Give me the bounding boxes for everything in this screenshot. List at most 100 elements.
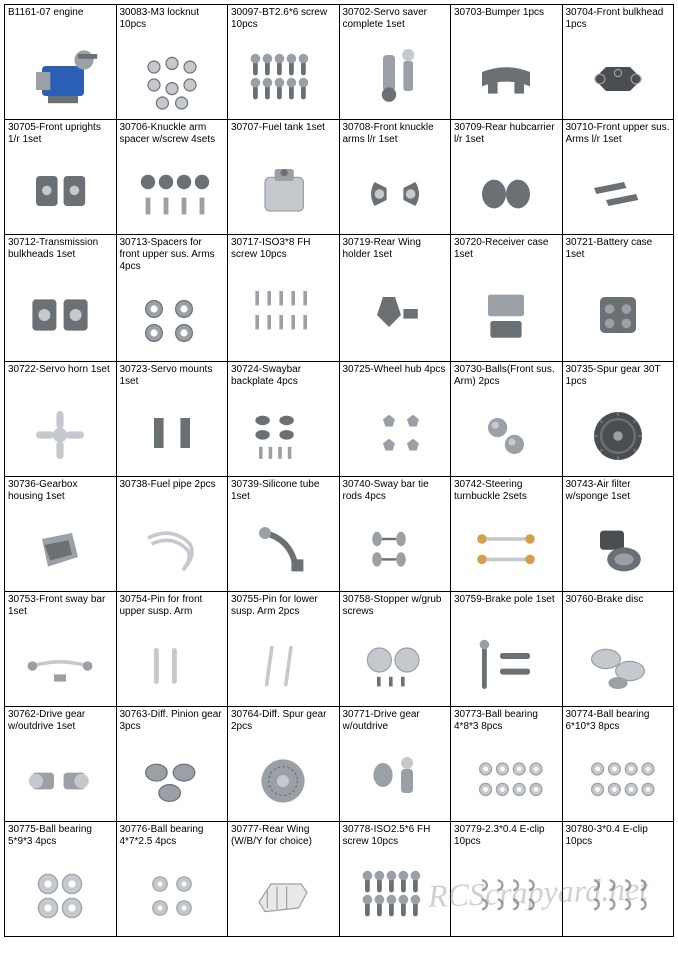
part-cell: 30708-Front knuckle arms l/r 1set <box>340 120 452 235</box>
part-image <box>228 263 339 361</box>
part-image <box>563 735 674 821</box>
part-image <box>563 33 674 119</box>
part-label: 30720-Receiver case 1set <box>451 235 562 263</box>
part-label: 30759-Brake pole 1set <box>451 592 562 618</box>
part-image <box>228 735 339 821</box>
part-image <box>5 31 116 119</box>
part-label: 30719-Rear Wing holder 1set <box>340 235 451 263</box>
part-label: B1161-07 engine <box>5 5 116 31</box>
part-image <box>340 263 451 361</box>
part-label: 30705-Front uprights 1/r 1set <box>5 120 116 148</box>
part-label: 30722-Servo horn 1set <box>5 362 116 388</box>
part-cell: 30762-Drive gear w/outdrive 1set <box>5 707 117 822</box>
part-image <box>451 148 562 234</box>
part-cell: 30779-2.3*0.4 E-clip 10pcs <box>451 822 563 937</box>
part-image <box>228 620 339 706</box>
part-cell: 30738-Fuel pipe 2pcs <box>117 477 229 592</box>
part-image <box>228 390 339 476</box>
part-label: 30083-M3 locknut 10pcs <box>117 5 228 33</box>
part-label: 30724-Swaybar backplate 4pcs <box>228 362 339 390</box>
part-image <box>117 390 228 476</box>
part-label: 30710-Front upper sus. Arms l/r 1set <box>563 120 674 148</box>
part-image <box>117 33 228 119</box>
part-image <box>451 263 562 361</box>
part-label: 30777-Rear Wing (W/B/Y for choice) <box>228 822 339 850</box>
part-image <box>451 31 562 119</box>
part-image <box>340 388 451 476</box>
part-label: 30753-Front sway bar 1set <box>5 592 116 620</box>
part-cell: 30764-Diff. Spur gear 2pcs <box>228 707 340 822</box>
part-image <box>5 850 116 936</box>
part-label: 30740-Sway bar tie rods 4pcs <box>340 477 451 505</box>
part-image <box>117 620 228 706</box>
part-cell: 30774-Ball bearing 6*10*3 8pcs <box>563 707 675 822</box>
part-image <box>228 146 339 234</box>
part-label: 30704-Front bulkhead 1pcs <box>563 5 674 33</box>
part-cell: 30758-Stopper w/grub screws <box>340 592 452 707</box>
part-cell: 30702-Servo saver complete 1set <box>340 5 452 120</box>
part-label: 30712-Transmission bulkheads 1set <box>5 235 116 263</box>
part-label: 30723-Servo mounts 1set <box>117 362 228 390</box>
part-label: 30738-Fuel pipe 2pcs <box>117 477 228 503</box>
part-cell: 30706-Knuckle arm spacer w/screw 4sets <box>117 120 229 235</box>
part-cell: 30760-Brake disc <box>563 592 675 707</box>
part-cell: 30703-Bumper 1pcs <box>451 5 563 120</box>
part-cell: 30710-Front upper sus. Arms l/r 1set <box>563 120 675 235</box>
part-label: 30762-Drive gear w/outdrive 1set <box>5 707 116 735</box>
part-image <box>451 850 562 936</box>
part-cell: 30740-Sway bar tie rods 4pcs <box>340 477 452 592</box>
part-cell: 30704-Front bulkhead 1pcs <box>563 5 675 120</box>
part-cell: 30735-Spur gear 30T 1pcs <box>563 362 675 477</box>
part-image <box>340 148 451 234</box>
part-cell: 30754-Pin for front upper susp. Arm <box>117 592 229 707</box>
part-label: 30739-Silicone tube 1set <box>228 477 339 505</box>
part-cell: 30755-Pin for lower susp. Arm 2pcs <box>228 592 340 707</box>
part-label: 30758-Stopper w/grub screws <box>340 592 451 620</box>
part-cell: 30722-Servo horn 1set <box>5 362 117 477</box>
part-image <box>5 505 116 591</box>
part-image <box>340 850 451 936</box>
part-cell: 30739-Silicone tube 1set <box>228 477 340 592</box>
part-image <box>5 263 116 361</box>
part-label: 30755-Pin for lower susp. Arm 2pcs <box>228 592 339 620</box>
part-label: 30725-Wheel hub 4pcs <box>340 362 451 388</box>
part-image <box>563 505 674 591</box>
part-label: 30708-Front knuckle arms l/r 1set <box>340 120 451 148</box>
part-cell: 30773-Ball bearing 4*8*3 8pcs <box>451 707 563 822</box>
part-image <box>340 620 451 706</box>
part-label: 30771-Drive gear w/outdrive <box>340 707 451 735</box>
part-label: 30097-BT2.6*6 screw 10pcs <box>228 5 339 33</box>
part-image <box>117 148 228 234</box>
part-label: 30754-Pin for front upper susp. Arm <box>117 592 228 620</box>
part-image <box>228 505 339 591</box>
part-image <box>5 388 116 476</box>
part-label: 30778-ISO2.5*6 FH screw 10pcs <box>340 822 451 850</box>
part-image <box>117 735 228 821</box>
part-label: 30776-Ball bearing 4*7*2.5 4pcs <box>117 822 228 850</box>
part-cell: 30780-3*0.4 E-clip 10pcs <box>563 822 675 937</box>
part-label: 30730-Balls(Front sus. Arm) 2pcs <box>451 362 562 390</box>
part-image <box>563 148 674 234</box>
part-label: 30709-Rear hubcarrier l/r 1set <box>451 120 562 148</box>
part-cell: 30775-Ball bearing 5*9*3 4pcs <box>5 822 117 937</box>
part-cell: 30707-Fuel tank 1set <box>228 120 340 235</box>
part-cell: 30713-Spacers for front upper sus. Arms … <box>117 235 229 362</box>
part-cell: 30725-Wheel hub 4pcs <box>340 362 452 477</box>
part-label: 30779-2.3*0.4 E-clip 10pcs <box>451 822 562 850</box>
part-cell: 30742-Steering turnbuckle 2sets <box>451 477 563 592</box>
part-cell: 30759-Brake pole 1set <box>451 592 563 707</box>
part-image <box>563 618 674 706</box>
part-image <box>563 850 674 936</box>
part-cell: 30736-Gearbox housing 1set <box>5 477 117 592</box>
part-label: 30742-Steering turnbuckle 2sets <box>451 477 562 505</box>
part-image <box>563 263 674 361</box>
part-image <box>117 503 228 591</box>
part-label: 30717-ISO3*8 FH screw 10pcs <box>228 235 339 263</box>
part-label: 30760-Brake disc <box>563 592 674 618</box>
part-cell: 30721-Battery case 1set <box>563 235 675 362</box>
part-cell: 30776-Ball bearing 4*7*2.5 4pcs <box>117 822 229 937</box>
part-image <box>228 850 339 936</box>
part-cell: 30097-BT2.6*6 screw 10pcs <box>228 5 340 120</box>
part-image <box>340 735 451 821</box>
part-cell: 30705-Front uprights 1/r 1set <box>5 120 117 235</box>
